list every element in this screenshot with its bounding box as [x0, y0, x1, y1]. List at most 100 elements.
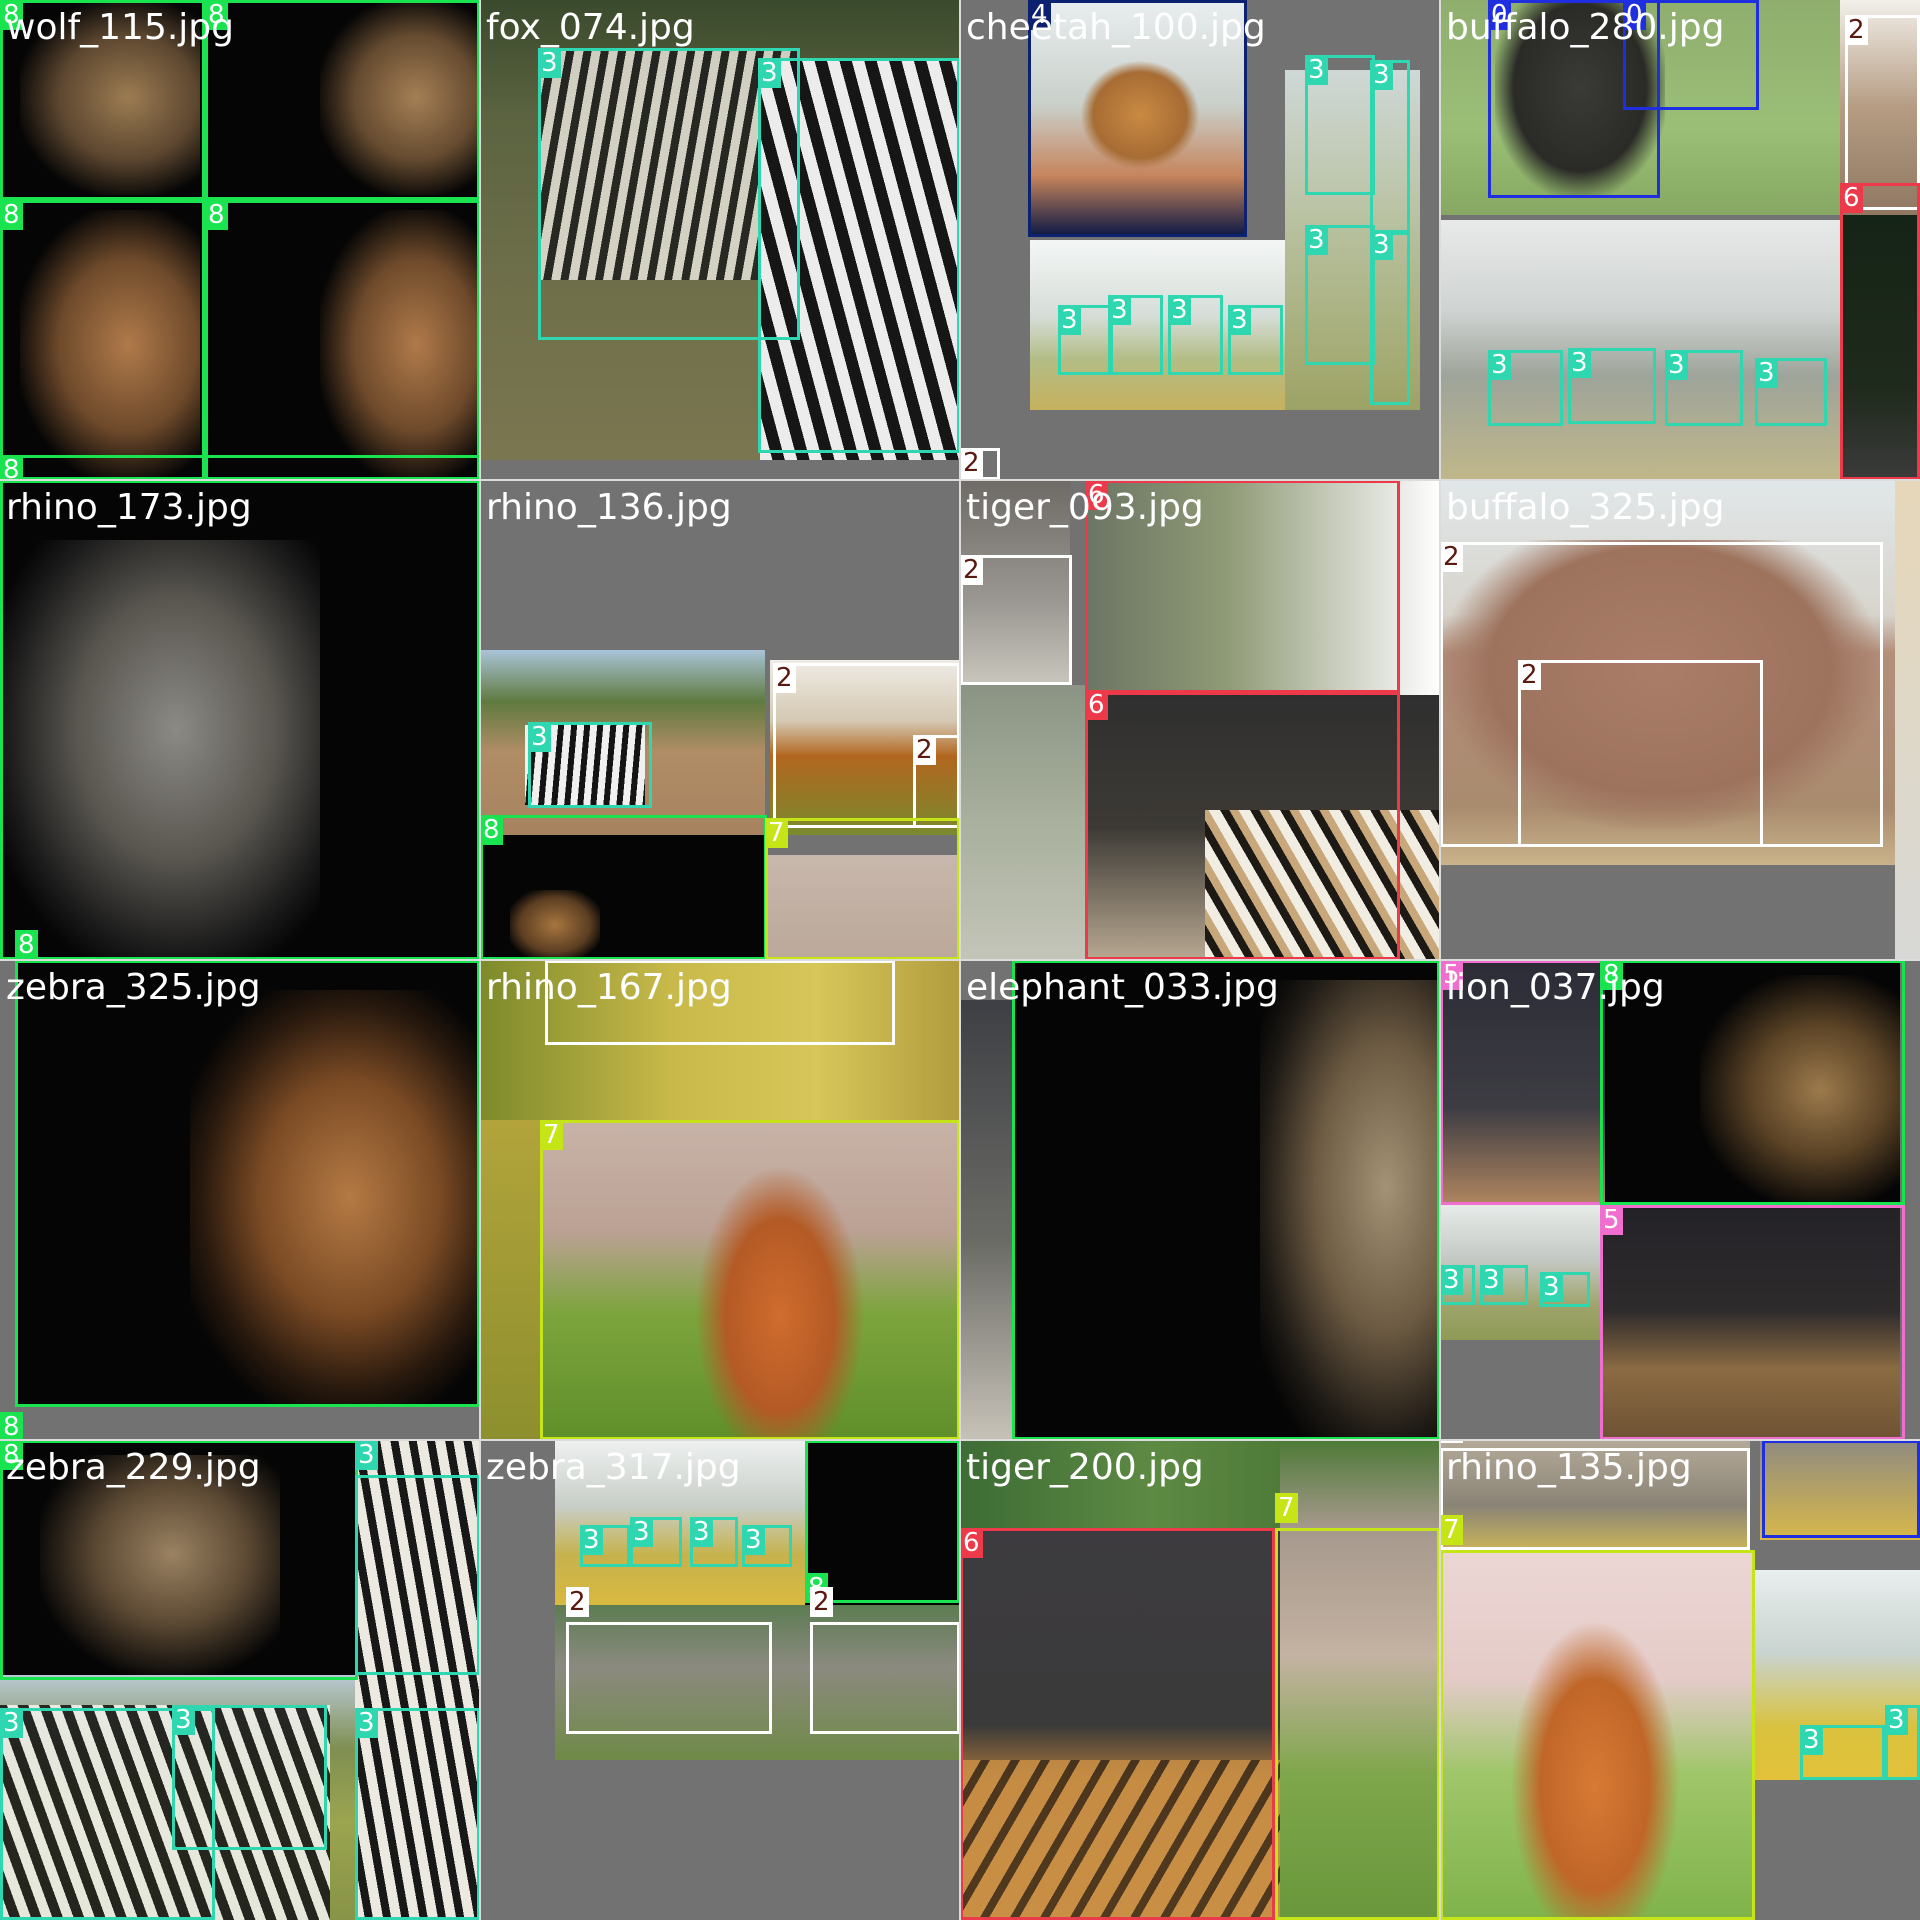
rhino-photo — [1440, 1440, 1750, 1550]
class-label: 3 — [1058, 305, 1081, 335]
image-filename: buffalo_325.jpg — [1446, 487, 1725, 528]
class-label: 8 — [205, 0, 228, 30]
rhino-photo — [555, 1605, 805, 1760]
bounding-box: 8 — [1600, 960, 1905, 1205]
bounding-box: 3 — [630, 1517, 682, 1567]
class-label: 5 — [1600, 1205, 1623, 1235]
fox-photo — [1510, 1620, 1680, 1920]
buffalo-photo — [1495, 0, 1665, 195]
class-label: 0 — [1623, 0, 1646, 30]
bounding-box: 8 — [0, 0, 205, 200]
zebra-photo — [760, 60, 960, 460]
image-filename: rhino_136.jpg — [486, 487, 732, 528]
bounding-box: 3 — [0, 1708, 215, 1920]
class-label: 8 — [15, 930, 38, 960]
mosaic-tile: 6 7 tiger_200.jpg — [960, 1440, 1440, 1920]
image-filename: fox_074.jpg — [486, 7, 695, 48]
class-label: 6 — [1085, 480, 1108, 510]
bounding-box: 3 — [1108, 295, 1163, 375]
fox-photo — [1280, 1440, 1440, 1920]
tiger-photo — [1085, 480, 1440, 695]
image-filename: zebra_325.jpg — [6, 967, 261, 1008]
wolf-photo — [190, 990, 480, 1405]
fox-photo — [695, 1165, 865, 1440]
tiger-photo — [1840, 215, 1920, 480]
rhino-photo — [1895, 480, 1920, 960]
class-label: 6 — [1085, 690, 1108, 720]
image-filename: rhino_173.jpg — [6, 487, 252, 528]
bounding-box: 0 — [1762, 1440, 1920, 1538]
bounding-box: 3 — [355, 1440, 480, 1675]
class-label: 3 — [0, 1708, 23, 1738]
class-label: 8 — [0, 0, 23, 30]
bounding-box: 3 — [1440, 1265, 1475, 1305]
class-label: 3 — [630, 1517, 653, 1547]
mosaic-tile: 8 8 8 8 8 wolf_115.jpg — [0, 0, 480, 480]
bounding-box: 2 — [960, 448, 1000, 480]
class-label: 7 — [540, 1120, 563, 1150]
lion-photo — [1440, 960, 1605, 1205]
tile-divider — [0, 479, 1920, 481]
tiger-photo — [960, 1760, 1280, 1920]
class-label: 7 — [1440, 1515, 1463, 1545]
bounding-box: 2 — [960, 555, 1072, 685]
bounding-box: 8 — [0, 200, 205, 480]
tiger-photo — [960, 1440, 1280, 1530]
class-label: 2 — [773, 663, 796, 693]
class-label: 6 — [960, 1528, 983, 1558]
bounding-box: 2 — [1518, 660, 1763, 847]
class-label: 5 — [1440, 960, 1463, 990]
class-label: 2 — [1845, 15, 1868, 45]
zebra-photo — [540, 50, 800, 280]
image-filename: rhino_135.jpg — [1446, 1447, 1692, 1488]
wolf-photo — [20, 0, 200, 195]
class-label: 8 — [0, 200, 23, 230]
mosaic-tile: 3 3 3 3 8 2 2 zebra_317.jpg — [480, 1440, 960, 1920]
image-filename: elephant_033.jpg — [966, 967, 1279, 1008]
bounding-box: 3 — [172, 1705, 327, 1850]
image-filename: cheetah_100.jpg — [966, 7, 1266, 48]
bounding-box: 2 — [1845, 15, 1920, 210]
bounding-box: 8 — [805, 1440, 960, 1603]
mosaic-tile: 8 zebra_325.jpg — [0, 960, 480, 1440]
bounding-box: 7 — [540, 1120, 960, 1440]
class-label: 2 — [960, 448, 983, 478]
image-filename: rhino_167.jpg — [486, 967, 732, 1008]
bounding-box: 6 — [1840, 183, 1920, 480]
class-label: 3 — [742, 1525, 765, 1555]
bounding-box: 3 — [1540, 1272, 1590, 1307]
fox-photo — [480, 1120, 540, 1440]
class-label: 3 — [1305, 55, 1328, 85]
rhino-photo — [1440, 540, 1880, 830]
mosaic-tile: 5 8 5 3 3 3 lion_037.jpg — [1440, 960, 1920, 1440]
bounding-box: 7 — [765, 818, 960, 960]
bounding-box: 3 — [528, 722, 652, 808]
class-label: 3 — [1540, 1272, 1563, 1302]
mosaic-tile: 3 3 fox_074.jpg — [480, 0, 960, 480]
mosaic-tile: 8 elephant_033.jpg — [960, 960, 1440, 1440]
bounding-box: 8 — [1012, 960, 1440, 1440]
bounding-box: 4 — [1028, 0, 1247, 237]
bounding-box: 0 — [1623, 0, 1759, 110]
wolf-photo — [320, 0, 480, 195]
bounding-box: 3 — [742, 1525, 792, 1567]
wolf-photo — [1700, 975, 1900, 1205]
class-label: 3 — [1480, 1265, 1503, 1295]
class-label: 3 — [1440, 1265, 1463, 1295]
tile-divider — [0, 1439, 1920, 1441]
buffalo-photo — [1760, 1440, 1920, 1540]
bounding-box: 2 — [1440, 1440, 1750, 1550]
cheetah-photo — [1080, 60, 1200, 170]
bounding-box: 3 — [1800, 1725, 1885, 1780]
zebra-photo — [1755, 1570, 1920, 1780]
rhino-photo — [805, 1605, 960, 1760]
lion-photo — [1600, 1205, 1900, 1440]
bounding-box: 2 — [810, 1587, 960, 1734]
image-filename: lion_037.jpg — [1446, 967, 1665, 1008]
bounding-box: 8 — [480, 815, 767, 960]
mosaic-tile: 8 3 3 3 3 zebra_229.jpg — [0, 1440, 480, 1920]
class-label: 2 — [810, 1587, 833, 1617]
class-label: 6 — [1840, 183, 1863, 213]
bounding-box: 8 — [0, 455, 480, 480]
bounding-box: 2 — [566, 1587, 772, 1734]
